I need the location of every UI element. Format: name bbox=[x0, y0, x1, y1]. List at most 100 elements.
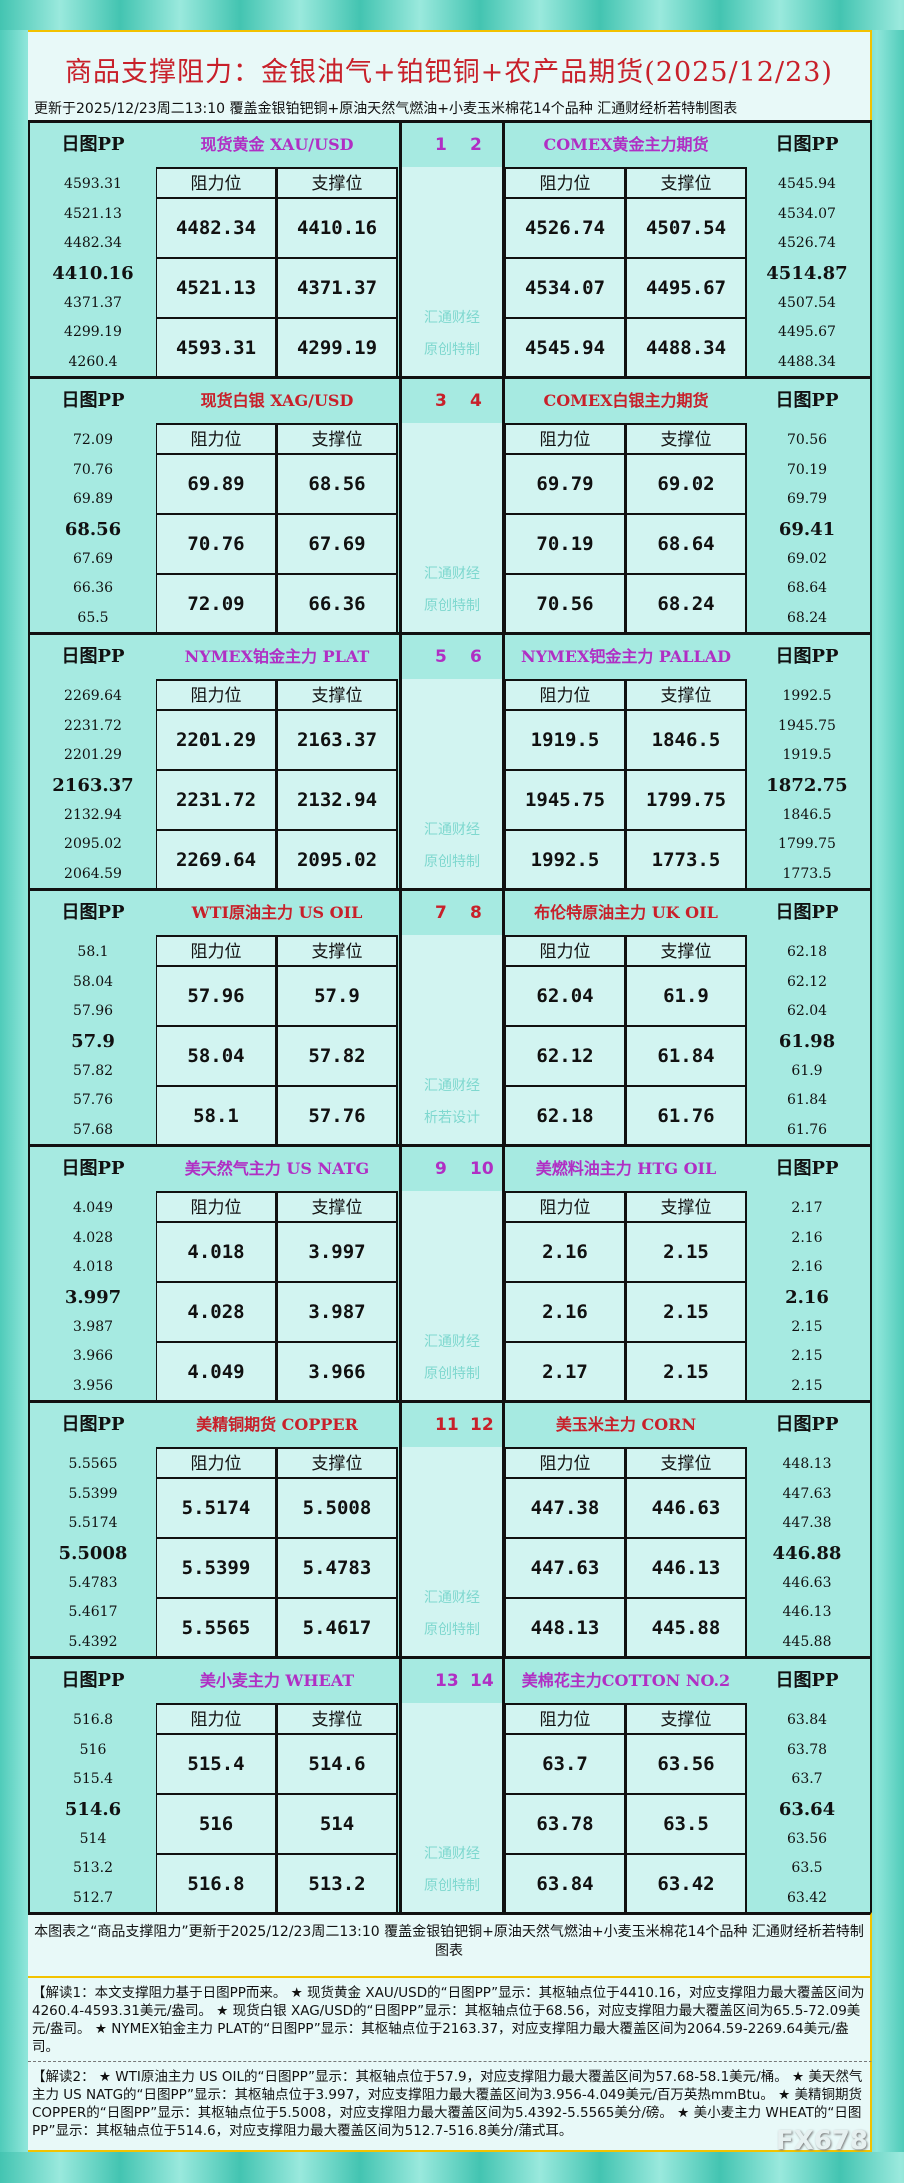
fx678-logo: FX678 bbox=[775, 2126, 868, 2156]
pp-value: 2.16 bbox=[791, 1229, 823, 1246]
frame-top bbox=[0, 0, 904, 30]
number-header-cell bbox=[399, 1659, 505, 1703]
resistance-value: 5.5565 bbox=[156, 1599, 277, 1659]
levels-table: 阻力位 支撑位 447.38 446.63 447.63 446.13 448.13 445.… bbox=[505, 1447, 747, 1659]
pp-value: 1799.75 bbox=[778, 836, 836, 853]
support-value: 1773.5 bbox=[626, 831, 747, 891]
pp-value: 66.36 bbox=[72, 580, 114, 597]
resistance-value: 4526.74 bbox=[505, 199, 626, 259]
pp-value: 4521.13 bbox=[64, 205, 122, 222]
pp-value: 61.76 bbox=[786, 1122, 828, 1139]
pp-value: 3.966 bbox=[72, 1348, 114, 1365]
watermark-text: 汇通财经 bbox=[424, 822, 480, 838]
resistance-value: 4534.07 bbox=[505, 259, 626, 319]
support-value: 4410.16 bbox=[277, 199, 398, 259]
resistance-value: 63.84 bbox=[505, 1855, 626, 1915]
resistance-value: 2269.64 bbox=[156, 831, 277, 891]
support-header: 支撑位 bbox=[277, 937, 398, 967]
resistance-value: 447.38 bbox=[505, 1479, 626, 1539]
resistance-value: 62.04 bbox=[505, 967, 626, 1027]
support-value: 5.5008 bbox=[277, 1479, 398, 1539]
support-value: 61.9 bbox=[626, 967, 747, 1027]
pp-value: 4371.37 bbox=[64, 294, 122, 311]
pp-value: 4.018 bbox=[72, 1259, 114, 1276]
levels-table: 阻力位 支撑位 515.4 514.6 516 514 516.8 513.2 bbox=[156, 1703, 398, 1915]
frame-bottom bbox=[0, 2152, 904, 2183]
support-value: 4299.19 bbox=[277, 319, 398, 379]
pp-list: 5.5565 5.5399 5.5174 5.5008 5.4783 5.4617 5.43… bbox=[30, 1450, 156, 1658]
resistance-header: 阻力位 bbox=[505, 1193, 626, 1223]
pp-label: 日图PP bbox=[775, 1414, 839, 1435]
pp-value: 4488.34 bbox=[778, 354, 836, 371]
pivot-point-value: 63.64 bbox=[778, 1799, 836, 1821]
pp-value: 2064.59 bbox=[64, 866, 122, 883]
product-name: 现货白银 XAG/USD bbox=[200, 391, 354, 410]
resistance-value: 4521.13 bbox=[156, 259, 277, 319]
support-header: 支撑位 bbox=[626, 425, 747, 455]
product-number: 10 bbox=[470, 1159, 494, 1179]
pp-value: 57.76 bbox=[72, 1092, 114, 1109]
pp-value: 4.028 bbox=[72, 1229, 114, 1246]
resistance-value: 1919.5 bbox=[505, 711, 626, 771]
levels-table: 阻力位 支撑位 69.89 68.56 70.76 67.69 72.09 66.36 bbox=[156, 423, 398, 635]
resistance-header: 阻力位 bbox=[505, 425, 626, 455]
resistance-value: 63.7 bbox=[505, 1735, 626, 1795]
pp-value: 513.2 bbox=[72, 1860, 114, 1877]
explanation-2: 【解读2： ★ WTI原油主力 US OIL的“日图PP”显示：其枢轴点位于57… bbox=[28, 2062, 872, 2152]
commodity-section: 日图PP 美精铜期货 COPPER 11 5.5565 5.5399 5.5174 5.50… bbox=[28, 1400, 872, 1659]
watermark-text: 原创特制 bbox=[424, 342, 480, 358]
watermark-column: 汇通财经 原创特制 bbox=[399, 167, 505, 376]
pp-value: 1846.5 bbox=[782, 806, 832, 823]
pp-value: 3.956 bbox=[72, 1378, 114, 1395]
number-header-cell bbox=[399, 379, 505, 423]
support-header: 支撑位 bbox=[626, 937, 747, 967]
pp-value: 70.56 bbox=[786, 432, 828, 448]
pp-value: 4.049 bbox=[72, 1200, 114, 1216]
support-value: 2.15 bbox=[626, 1343, 747, 1403]
resistance-value: 4.049 bbox=[156, 1343, 277, 1403]
pp-value: 516.8 bbox=[72, 1712, 114, 1728]
resistance-value: 2231.72 bbox=[156, 771, 277, 831]
pp-value: 70.76 bbox=[72, 461, 114, 478]
watermark-text: 原创特制 bbox=[424, 1622, 480, 1638]
pp-list: 516.8 516 515.4 514.6 514 513.2 512.7 bbox=[30, 1706, 156, 1914]
product-number: 12 bbox=[470, 1415, 494, 1435]
pivot-point-value: 5.5008 bbox=[58, 1543, 128, 1565]
support-value: 66.36 bbox=[277, 575, 398, 635]
pp-list: 58.1 58.04 57.96 57.9 57.82 57.76 57.68 bbox=[30, 938, 156, 1146]
resistance-header: 阻力位 bbox=[156, 1449, 277, 1479]
pp-value: 1773.5 bbox=[782, 866, 832, 883]
pivot-point-value: 1872.75 bbox=[766, 775, 848, 797]
pivot-point-value: 61.98 bbox=[778, 1031, 836, 1053]
pivot-point-value: 2.16 bbox=[785, 1287, 829, 1309]
pp-label: 日图PP bbox=[61, 1414, 125, 1435]
pp-label: 日图PP bbox=[61, 902, 125, 923]
support-value: 2132.94 bbox=[277, 771, 398, 831]
pp-value: 4482.34 bbox=[64, 235, 122, 252]
resistance-value: 448.13 bbox=[505, 1599, 626, 1659]
levels-table: 阻力位 支撑位 4.018 3.997 4.028 3.987 4.049 3.966 bbox=[156, 1191, 398, 1403]
resistance-header: 阻力位 bbox=[156, 1193, 277, 1223]
pp-value: 2269.64 bbox=[64, 688, 122, 704]
pp-list: 1992.5 1945.75 1919.5 1872.75 1846.5 1799.75 1… bbox=[744, 682, 870, 890]
pp-value: 447.63 bbox=[782, 1485, 832, 1502]
support-header: 支撑位 bbox=[277, 1705, 398, 1735]
pivot-point-value: 514.6 bbox=[64, 1799, 122, 1821]
page-subtitle: 更新于2025/12/23周二13:10 覆盖金银铂钯铜+原油天然气燃油+小麦玉… bbox=[34, 101, 738, 117]
product-name: 美玉米主力 CORN bbox=[555, 1415, 697, 1434]
product-name: WTI原油主力 US OIL bbox=[191, 903, 363, 922]
pp-value: 4260.4 bbox=[68, 354, 118, 371]
pp-value: 63.84 bbox=[786, 1712, 828, 1728]
pp-value: 445.88 bbox=[782, 1634, 832, 1651]
pp-value: 447.38 bbox=[782, 1515, 832, 1532]
pp-value: 2201.29 bbox=[64, 747, 122, 764]
support-value: 61.84 bbox=[626, 1027, 747, 1087]
watermark-text: 汇通财经 bbox=[424, 566, 480, 582]
support-value: 57.9 bbox=[277, 967, 398, 1027]
product-number: 4 bbox=[470, 391, 482, 411]
resistance-header: 阻力位 bbox=[505, 1449, 626, 1479]
resistance-header: 阻力位 bbox=[156, 425, 277, 455]
levels-table: 阻力位 支撑位 5.5174 5.5008 5.5399 5.4783 5.5565 5.46… bbox=[156, 1447, 398, 1659]
resistance-value: 516.8 bbox=[156, 1855, 277, 1915]
pp-value: 4593.31 bbox=[64, 176, 122, 192]
